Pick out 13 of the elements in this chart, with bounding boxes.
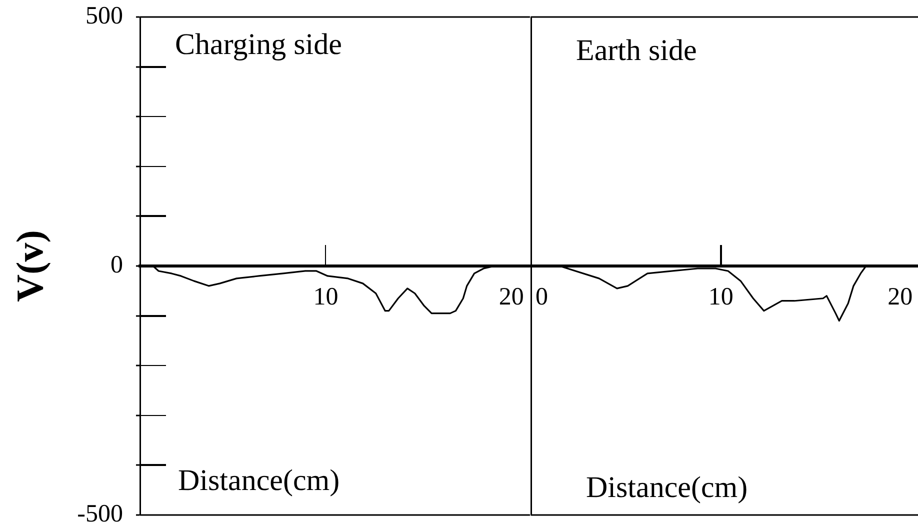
x-tick-label: 0 bbox=[536, 284, 548, 311]
y-axis-title: V(v) bbox=[10, 230, 52, 302]
chart-title: Charging side bbox=[175, 28, 342, 61]
x-tick-label: 20 bbox=[498, 284, 524, 311]
x-axis-title: Distance(cm) bbox=[178, 464, 340, 497]
y-tick-label: 500 bbox=[86, 2, 123, 30]
x-tick-label: 20 bbox=[888, 284, 913, 311]
y-tick-label: -500 bbox=[77, 500, 123, 528]
x-axis-title: Distance(cm) bbox=[586, 471, 748, 504]
x-tick-label: 10 bbox=[313, 284, 338, 311]
x-tick-label: 10 bbox=[708, 284, 734, 311]
text: Earth side bbox=[576, 34, 697, 67]
y-tick-label: 0 bbox=[110, 252, 123, 279]
